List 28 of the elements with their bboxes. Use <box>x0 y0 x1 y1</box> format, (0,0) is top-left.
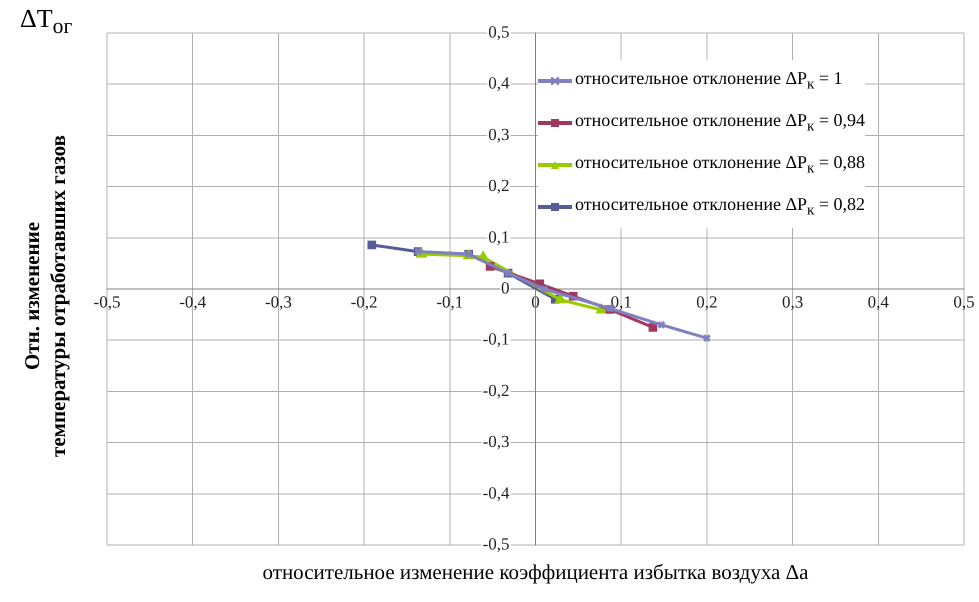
x-tick-label: 0,5 <box>953 292 975 312</box>
y-tick-label: -0,2 <box>482 380 510 400</box>
legend-label: относительное отклонение ΔP$_{к}$ = 0,94 <box>575 110 865 136</box>
x-tick-label: 0,3 <box>782 292 804 312</box>
x-tick-label: 0,4 <box>868 292 890 312</box>
legend-label: относительное отклонение ΔP$_{к}$ = 0,88 <box>575 152 865 178</box>
y-axis-title: Отн. изменение температуры отработавших газов <box>20 135 70 457</box>
y-tick-label: 0,4 <box>488 74 510 93</box>
y-tick-label: 0,3 <box>488 124 510 144</box>
x-tick-label: -0,5 <box>94 292 120 312</box>
y-tick-label: -0,4 <box>482 483 510 502</box>
x-tick-label: 0,2 <box>696 292 718 312</box>
y-tick-label: -0,3 <box>482 432 510 452</box>
x-axis-title: относительное изменение коэффициента избытка воздуха Δa <box>262 560 810 585</box>
y-tick-label: 0,5 <box>488 22 510 42</box>
y-tick-label: 0,2 <box>488 176 510 196</box>
x-tick-label: -0,1 <box>436 292 464 312</box>
x-tick-label: 0,1 <box>610 292 632 312</box>
x-tick-label: -0,4 <box>179 292 207 312</box>
y-tick-label: 0,1 <box>488 227 510 246</box>
legend-label: относительное отклонение ΔP$_{к}$ = 0,82 <box>575 194 865 220</box>
x-tick-label: -0,2 <box>350 292 378 312</box>
legend-label: относительное отклонение ΔP$_{к}$ = 1 <box>575 68 842 94</box>
y-tick-label: -0,1 <box>482 330 510 349</box>
x-tick-label: -0,3 <box>264 292 292 312</box>
text: ΔT$_{ог}$ <box>20 4 72 40</box>
y-tick-label: -0,5 <box>482 534 510 554</box>
y-tick-label: 0 <box>501 278 510 298</box>
